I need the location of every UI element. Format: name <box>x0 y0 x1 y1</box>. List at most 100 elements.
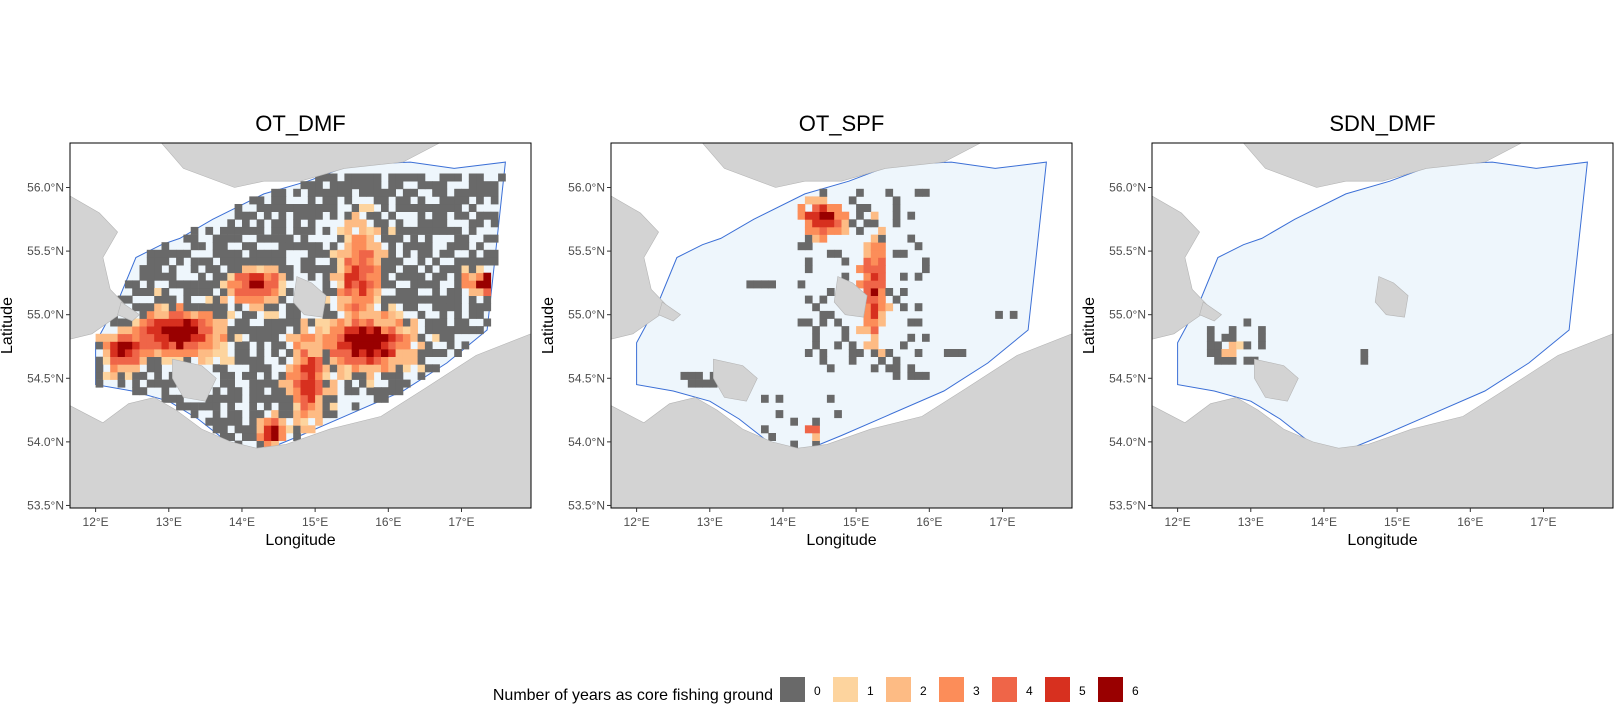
grid-cell <box>220 303 228 312</box>
grid-cell <box>293 341 301 350</box>
grid-cell <box>234 341 243 350</box>
grid-cell <box>278 425 287 434</box>
grid-cell <box>366 349 375 357</box>
grid-cell <box>242 272 250 281</box>
grid-cell <box>468 310 477 319</box>
grid-cell <box>914 303 923 312</box>
x-tick-label: 12°E <box>624 515 650 529</box>
grid-cell <box>242 341 250 350</box>
grid-cell <box>205 303 214 312</box>
grid-cell <box>381 295 389 304</box>
grid-cell <box>212 425 221 434</box>
grid-cell <box>263 280 272 289</box>
grid-cell <box>146 249 155 258</box>
grid-cell <box>351 318 360 327</box>
grid-cell <box>1258 333 1266 342</box>
grid-cell <box>307 318 316 327</box>
grid-cell <box>329 349 338 357</box>
grid-cell <box>373 288 382 296</box>
grid-cell <box>161 310 170 319</box>
grid-cell <box>154 356 162 365</box>
grid-cell <box>454 242 462 251</box>
grid-cell <box>395 356 404 365</box>
grid-cell <box>344 265 353 274</box>
grid-cell <box>410 303 418 312</box>
grid-cell <box>329 310 338 319</box>
grid-cell <box>271 288 279 296</box>
grid-cell <box>146 326 155 335</box>
grid-cell <box>278 242 287 251</box>
grid-cell <box>154 303 162 312</box>
grid-cell <box>476 173 484 182</box>
grid-cell <box>220 288 228 296</box>
grid-cell <box>490 257 499 266</box>
grid-cell <box>709 379 718 388</box>
grid-cell <box>878 234 886 243</box>
grid-cell <box>359 249 367 258</box>
grid-cell <box>263 440 272 449</box>
grid-cell <box>256 249 265 258</box>
x-tick-label: 16°E <box>916 515 942 529</box>
grid-cell <box>483 318 492 327</box>
grid-cell <box>271 326 279 335</box>
grid-cell <box>300 211 309 220</box>
grid-cell <box>834 318 842 327</box>
y-tick-label: 55.0°N <box>1109 308 1146 322</box>
grid-cell <box>432 272 440 281</box>
grid-cell <box>914 188 923 197</box>
grid-cell <box>154 326 162 335</box>
legend-swatch <box>1045 677 1070 702</box>
grid-cell <box>256 341 265 350</box>
grid-cell <box>337 364 345 373</box>
grid-cell <box>432 211 440 220</box>
grid-cell <box>878 310 886 319</box>
grid-cell <box>446 303 455 312</box>
legend-label: 2 <box>920 684 927 698</box>
grid-cell <box>381 249 389 258</box>
grid-cell <box>417 341 426 350</box>
grid-cell <box>337 226 345 235</box>
grid-cell <box>768 280 776 289</box>
grid-cell <box>819 295 828 304</box>
grid-cell <box>439 204 448 212</box>
grid-cell <box>146 257 155 266</box>
legend-label: 6 <box>1132 684 1139 698</box>
land <box>611 143 1072 508</box>
grid-cell <box>454 188 462 197</box>
grid-cell <box>139 318 148 327</box>
grid-cell <box>205 341 214 350</box>
grid-cell <box>432 295 440 304</box>
grid-cell <box>476 265 484 274</box>
y-tick-label: 53.5°N <box>27 498 64 512</box>
grid-cell <box>1009 310 1018 319</box>
grid-cell <box>242 211 250 220</box>
grid-cell <box>856 326 864 335</box>
grid-cell <box>256 364 265 373</box>
grid-cell <box>892 211 901 220</box>
grid-cell <box>315 417 323 426</box>
grid-cell <box>468 303 477 312</box>
legend-swatch <box>992 677 1017 702</box>
grid-cell <box>271 410 279 419</box>
grid-cell <box>154 318 162 327</box>
grid-cell <box>168 341 177 350</box>
grid-cell <box>227 402 235 411</box>
grid-cell <box>220 417 228 426</box>
grid-cell <box>410 318 418 327</box>
grid-cell <box>870 272 879 281</box>
grid-cell <box>900 288 908 296</box>
grid-cell <box>110 333 118 342</box>
grid-cell <box>322 173 331 182</box>
grid-cell <box>249 387 257 396</box>
grid-cell <box>249 310 257 319</box>
grid-cell <box>293 402 301 411</box>
grid-cell <box>381 226 389 235</box>
grid-cell <box>439 295 448 304</box>
grid-cell <box>168 249 177 258</box>
grid-cell <box>870 326 879 335</box>
grid-cell <box>1221 356 1230 365</box>
grid-cell <box>395 196 404 205</box>
grid-cell <box>329 387 338 396</box>
grid-cell <box>826 226 835 235</box>
grid-cell <box>95 371 104 380</box>
